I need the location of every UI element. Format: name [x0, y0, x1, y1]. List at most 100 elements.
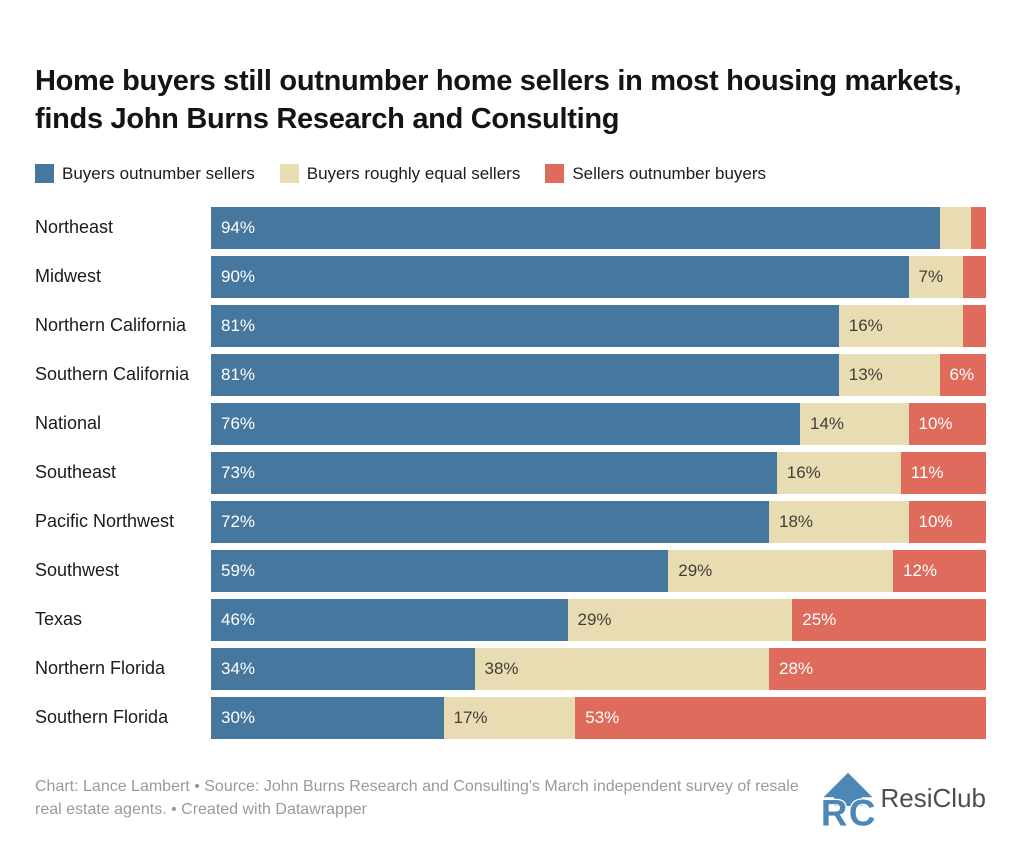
- bar-segment-sellers-outnumber-buyers: [970, 206, 986, 249]
- bar-segment-sellers-outnumber-buyers: 10%: [908, 500, 986, 543]
- bar-track: 81% 13% 6%: [211, 353, 986, 396]
- svg-text:C: C: [848, 792, 875, 827]
- category-label: Pacific Northwest: [35, 511, 175, 532]
- legend: Buyers outnumber sellers Buyers roughly e…: [35, 164, 986, 184]
- bar-segment-buyers-roughly-equal-sellers: [939, 206, 971, 249]
- value-label: 12%: [903, 560, 938, 580]
- value-label: 81%: [221, 315, 256, 335]
- bar-track: 59% 29% 12%: [211, 549, 986, 592]
- bar-segment-sellers-outnumber-buyers: 28%: [769, 647, 986, 690]
- bar-segment-sellers-outnumber-buyers: 12%: [893, 549, 986, 592]
- bar-segment-buyers-outnumber-sellers: 81%: [211, 304, 839, 347]
- category-label: Southern Florida: [35, 707, 169, 728]
- legend-swatch-buyers-outnumber-sellers: [35, 164, 54, 184]
- legend-swatch-buyers-roughly-equal-sellers: [279, 164, 299, 184]
- svg-text:R: R: [820, 792, 847, 827]
- value-label: 94%: [221, 217, 256, 237]
- resiclub-logo-text: ResiClub: [880, 783, 987, 814]
- legend-item-buyers-roughly-equal-sellers: Buyers roughly equal sellers: [279, 163, 521, 184]
- value-label: 7%: [918, 266, 944, 286]
- value-label: 29%: [577, 609, 612, 629]
- category-label: Southeast: [35, 462, 117, 483]
- value-label: 34%: [221, 658, 256, 678]
- legend-swatch-sellers-outnumber-buyers: [545, 164, 565, 184]
- chart-row: Southeast 73% 16% 11%: [35, 451, 986, 494]
- bar-track: 94%: [211, 206, 986, 249]
- chart-row: Northeast 94%: [35, 206, 986, 249]
- bar-segment-buyers-outnumber-sellers: 59%: [211, 549, 669, 592]
- category-label: Northeast: [35, 217, 114, 238]
- bar-track: 72% 18% 10%: [211, 500, 986, 543]
- chart-row: Northern California 81% 16%: [35, 304, 986, 347]
- legend-label: Sellers outnumber buyers: [572, 163, 767, 183]
- value-label: 28%: [779, 658, 814, 678]
- category-label: Southwest: [35, 560, 120, 581]
- value-label: 10%: [918, 413, 953, 433]
- value-label: 38%: [484, 658, 519, 678]
- bar-segment-sellers-outnumber-buyers: 6%: [939, 353, 986, 396]
- chart-footer: Chart: Lance Lambert • Source: John Burn…: [35, 771, 986, 827]
- value-label: 25%: [802, 609, 837, 629]
- value-label: 53%: [585, 707, 620, 727]
- bar-segment-sellers-outnumber-buyers: 11%: [900, 451, 986, 494]
- value-label: 10%: [918, 511, 953, 531]
- bar-segment-buyers-outnumber-sellers: 73%: [211, 451, 777, 494]
- value-label: 13%: [848, 364, 883, 384]
- bar-segment-buyers-roughly-equal-sellers: 29%: [668, 549, 893, 592]
- bar-segment-sellers-outnumber-buyers: 53%: [575, 696, 986, 739]
- category-label: Midwest: [35, 266, 102, 287]
- bar-track: 46% 29% 25%: [211, 598, 986, 641]
- bar-segment-buyers-outnumber-sellers: 76%: [211, 402, 800, 445]
- bar-segment-buyers-roughly-equal-sellers: 18%: [769, 500, 909, 543]
- bar-segment-sellers-outnumber-buyers: 10%: [908, 402, 986, 445]
- legend-label: Buyers roughly equal sellers: [306, 163, 521, 183]
- value-label: 72%: [221, 511, 256, 531]
- bar-segment-buyers-outnumber-sellers: 46%: [211, 598, 568, 641]
- value-label: 6%: [949, 364, 975, 384]
- legend-item-buyers-outnumber-sellers: Buyers outnumber sellers: [35, 164, 255, 184]
- bar-segment-sellers-outnumber-buyers: [962, 304, 986, 347]
- value-label: 59%: [221, 560, 256, 580]
- value-label: 16%: [786, 462, 821, 482]
- bar-segment-buyers-outnumber-sellers: 90%: [211, 255, 909, 298]
- value-label: 14%: [810, 413, 845, 433]
- bar-segment-buyers-outnumber-sellers: 34%: [211, 647, 475, 690]
- resiclub-logo-icon: R C: [820, 772, 876, 827]
- chart-row: Midwest 90% 7%: [35, 255, 986, 298]
- bar-track: 90% 7%: [211, 255, 986, 298]
- chart-row: Pacific Northwest 72% 18% 10%: [35, 500, 986, 543]
- value-label: 11%: [910, 462, 944, 482]
- chart-row: National 76% 14% 10%: [35, 402, 986, 445]
- bar-segment-buyers-roughly-equal-sellers: 16%: [776, 451, 901, 494]
- bar-track: 30% 17% 53%: [211, 696, 986, 739]
- bar-segment-sellers-outnumber-buyers: 25%: [792, 598, 986, 641]
- value-label: 18%: [779, 511, 814, 531]
- value-label: 81%: [221, 364, 256, 384]
- chart-title: Home buyers still outnumber home sellers…: [35, 65, 962, 136]
- chart-row: Southwest 59% 29% 12%: [35, 549, 986, 592]
- value-label: 76%: [221, 413, 256, 433]
- bar-segment-buyers-outnumber-sellers: 30%: [211, 696, 444, 739]
- category-label: Southern California: [35, 364, 190, 385]
- category-label: Northern Florida: [35, 658, 166, 679]
- bar-segment-buyers-outnumber-sellers: 94%: [211, 206, 940, 249]
- bar-track: 73% 16% 11%: [211, 451, 986, 494]
- bar-segment-buyers-roughly-equal-sellers: 17%: [443, 696, 576, 739]
- value-label: 29%: [678, 560, 713, 580]
- category-label: Texas: [35, 609, 83, 630]
- bar-segment-buyers-outnumber-sellers: 72%: [211, 500, 769, 543]
- chart-row: Southern California 81% 13% 6%: [35, 353, 986, 396]
- value-label: 16%: [848, 315, 883, 335]
- resiclub-logo: R C ResiClub: [820, 771, 987, 827]
- bar-segment-sellers-outnumber-buyers: [962, 255, 986, 298]
- bar-track: 34% 38% 28%: [211, 647, 986, 690]
- value-label: 90%: [221, 266, 256, 286]
- chart-credit: Chart: Lance Lambert • Source: John Burn…: [35, 777, 799, 818]
- value-label: 46%: [221, 609, 256, 629]
- bar-segment-buyers-roughly-equal-sellers: 16%: [838, 304, 963, 347]
- bar-segment-buyers-roughly-equal-sellers: 7%: [908, 255, 963, 298]
- value-label: 73%: [221, 462, 256, 482]
- bar-segment-buyers-outnumber-sellers: 81%: [211, 353, 839, 396]
- category-label: Northern California: [35, 315, 187, 336]
